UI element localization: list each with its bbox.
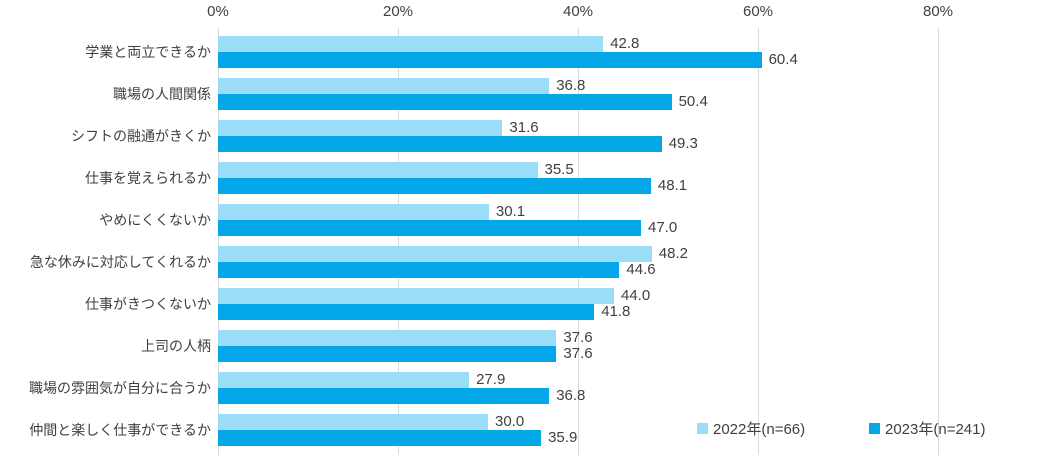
bar-2022 (218, 120, 503, 136)
bar-2023 (218, 388, 550, 404)
value-label-2023: 48.1 (657, 177, 688, 194)
x-tick-20%: 20% (382, 3, 414, 20)
legend-swatch-2023-icon (869, 422, 880, 434)
bar-2023 (218, 304, 595, 320)
x-tick-40%: 40% (562, 3, 594, 20)
value-label-2022: 42.8 (610, 35, 640, 52)
value-label-2022: 35.5 (544, 161, 574, 178)
category-label: シフトの融通がきくか (71, 128, 211, 144)
gridline-60% (758, 28, 759, 455)
x-tick-60%: 60% (742, 3, 774, 20)
value-label-2023: 47.0 (648, 219, 678, 236)
bar-2023 (218, 94, 672, 110)
bar-2022 (218, 78, 550, 94)
bar-2022 (218, 246, 652, 262)
legend-item-2022: 2022年(n=66) (697, 420, 806, 438)
bar-2023 (218, 136, 662, 152)
legend-swatch-2022-icon (697, 422, 708, 434)
category-label: 上司の人柄 (141, 338, 211, 354)
category-label: 職場の人間関係 (113, 86, 211, 102)
value-label-2023: 44.6 (626, 261, 656, 278)
bar-2022 (218, 372, 470, 388)
category-label: 仕事を覚えられるか (85, 170, 211, 186)
category-label: 学業と両立できるか (85, 44, 211, 60)
value-label-2023: 35.9 (548, 429, 578, 446)
value-label-2023: 41.8 (601, 303, 631, 320)
bar-2022 (218, 330, 557, 346)
value-label-2022: 30.1 (495, 203, 526, 220)
legend-label-2023: 2023年(n=241) (885, 420, 986, 438)
bar-2023 (218, 220, 641, 236)
value-label-2023: 50.4 (678, 93, 708, 110)
value-label-2022: 44.0 (621, 287, 651, 304)
bar-2023 (218, 178, 651, 194)
value-label-2022: 48.2 (658, 245, 688, 262)
value-label-2023: 36.8 (556, 387, 586, 404)
category-label: 急な休みに対応してくれるか (29, 254, 211, 270)
bar-2022 (218, 162, 538, 178)
value-label-2022: 30.0 (495, 413, 525, 430)
x-tick-80%: 80% (922, 3, 954, 20)
value-label-2022: 31.6 (509, 119, 539, 136)
bar-2023 (218, 430, 542, 446)
category-label: やめにくくないか (99, 212, 211, 228)
legend-label-2022: 2022年(n=66) (713, 420, 806, 438)
value-label-2023: 49.3 (668, 135, 698, 152)
gridline-20% (398, 28, 399, 455)
value-label-2023: 60.4 (768, 51, 798, 68)
value-label-2022: 27.9 (476, 371, 506, 388)
bar-2022 (218, 36, 604, 52)
bar-2023 (218, 346, 557, 362)
bar-2023 (218, 52, 762, 68)
bar-2023 (218, 262, 620, 278)
bar-2022 (218, 204, 489, 220)
category-label: 仲間と楽しく仕事ができるか (29, 422, 211, 438)
bar-2022 (218, 288, 614, 304)
category-label: 仕事がきつくないか (85, 296, 211, 312)
legend-item-2023: 2023年(n=241) (869, 420, 986, 438)
gridline-40% (578, 28, 579, 455)
value-label-2022: 36.8 (556, 77, 586, 94)
gridline-80% (938, 28, 939, 455)
x-tick-0%: 0% (207, 3, 229, 20)
gridline-0% (218, 28, 219, 455)
value-label-2022: 37.6 (563, 329, 593, 346)
bar-2022 (218, 414, 488, 430)
category-label: 職場の雰囲気が自分に合うか (29, 380, 211, 396)
value-label-2023: 37.6 (563, 345, 593, 362)
